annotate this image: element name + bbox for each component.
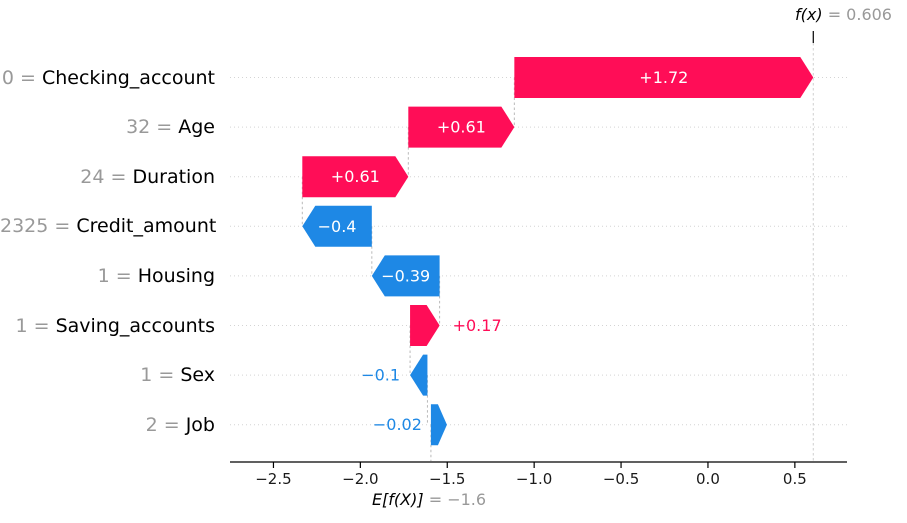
expected-value-annotation: E[f(X)] = −1.6 — [372, 490, 486, 509]
bar-value-label: −0.1 — [361, 366, 400, 385]
bar-age — [408, 106, 515, 148]
bar-value-label: +0.17 — [453, 316, 502, 335]
feature-name: Credit_amount — [76, 215, 217, 238]
bar-housing — [371, 255, 440, 297]
axis-tick-label: −2.0 — [342, 470, 378, 488]
feature-label-housing: 1 = Housing — [0, 263, 215, 289]
feature-label-duration: 24 = Duration — [0, 164, 215, 190]
axis-tick-label: −1.0 — [516, 470, 552, 488]
fx-annotation: f(x) = 0.606 — [795, 5, 892, 24]
bar-sex — [410, 354, 428, 396]
feature-value: 0 = — [1, 66, 42, 89]
feature-name: Checking_account — [41, 66, 215, 89]
feature-label-sex: 1 = Sex — [0, 362, 215, 388]
feature-name: Saving_accounts — [55, 314, 215, 337]
bar-value-label: +0.61 — [437, 118, 486, 137]
feature-value: 1 = — [140, 364, 181, 387]
bar-value-label: −0.02 — [373, 415, 422, 434]
feature-label-saving_accounts: 1 = Saving_accounts — [0, 313, 215, 339]
bar-duration — [302, 156, 409, 198]
expected-value-text: = −1.6 — [428, 490, 487, 509]
axis-tick-label: −2.5 — [255, 470, 291, 488]
bar-value-label: −0.39 — [381, 266, 430, 285]
bar-checking_account — [514, 57, 814, 98]
feature-name: Duration — [132, 165, 215, 188]
feature-name: Job — [185, 413, 215, 436]
feature-label-job: 2 = Job — [0, 412, 215, 438]
feature-value: 2 = — [145, 413, 186, 436]
bar-credit_amount — [302, 205, 372, 247]
feature-value: 24 = — [80, 165, 133, 188]
axis-tick-label: 0.5 — [783, 470, 807, 488]
fx-value: = 0.606 — [827, 5, 892, 24]
feature-label-age: 32 = Age — [0, 114, 215, 140]
feature-value: 1 = — [15, 314, 56, 337]
bar-value-label: −0.4 — [318, 217, 357, 236]
feature-name: Sex — [180, 364, 215, 387]
axis-tick-label: 0.0 — [696, 470, 720, 488]
feature-label-checking_account: 0 = Checking_account — [0, 65, 215, 91]
fx-label: f(x) — [795, 5, 823, 24]
feature-value: 2325 = — [0, 215, 77, 238]
feature-value: 32 = — [126, 116, 179, 139]
expected-value-label: E[f(X)] — [371, 490, 424, 509]
axis-tick-label: −1.5 — [429, 470, 465, 488]
bar-value-label: +1.72 — [639, 68, 688, 87]
bar-value-label: +0.61 — [331, 167, 380, 186]
feature-label-credit_amount: 2325 = Credit_amount — [0, 213, 217, 239]
bar-saving_accounts — [410, 305, 440, 346]
bar-job — [430, 404, 447, 446]
feature-value: 1 = — [97, 264, 138, 287]
feature-name: Age — [178, 116, 215, 139]
axis-tick-label: −0.5 — [603, 470, 639, 488]
feature-name: Housing — [137, 264, 215, 287]
